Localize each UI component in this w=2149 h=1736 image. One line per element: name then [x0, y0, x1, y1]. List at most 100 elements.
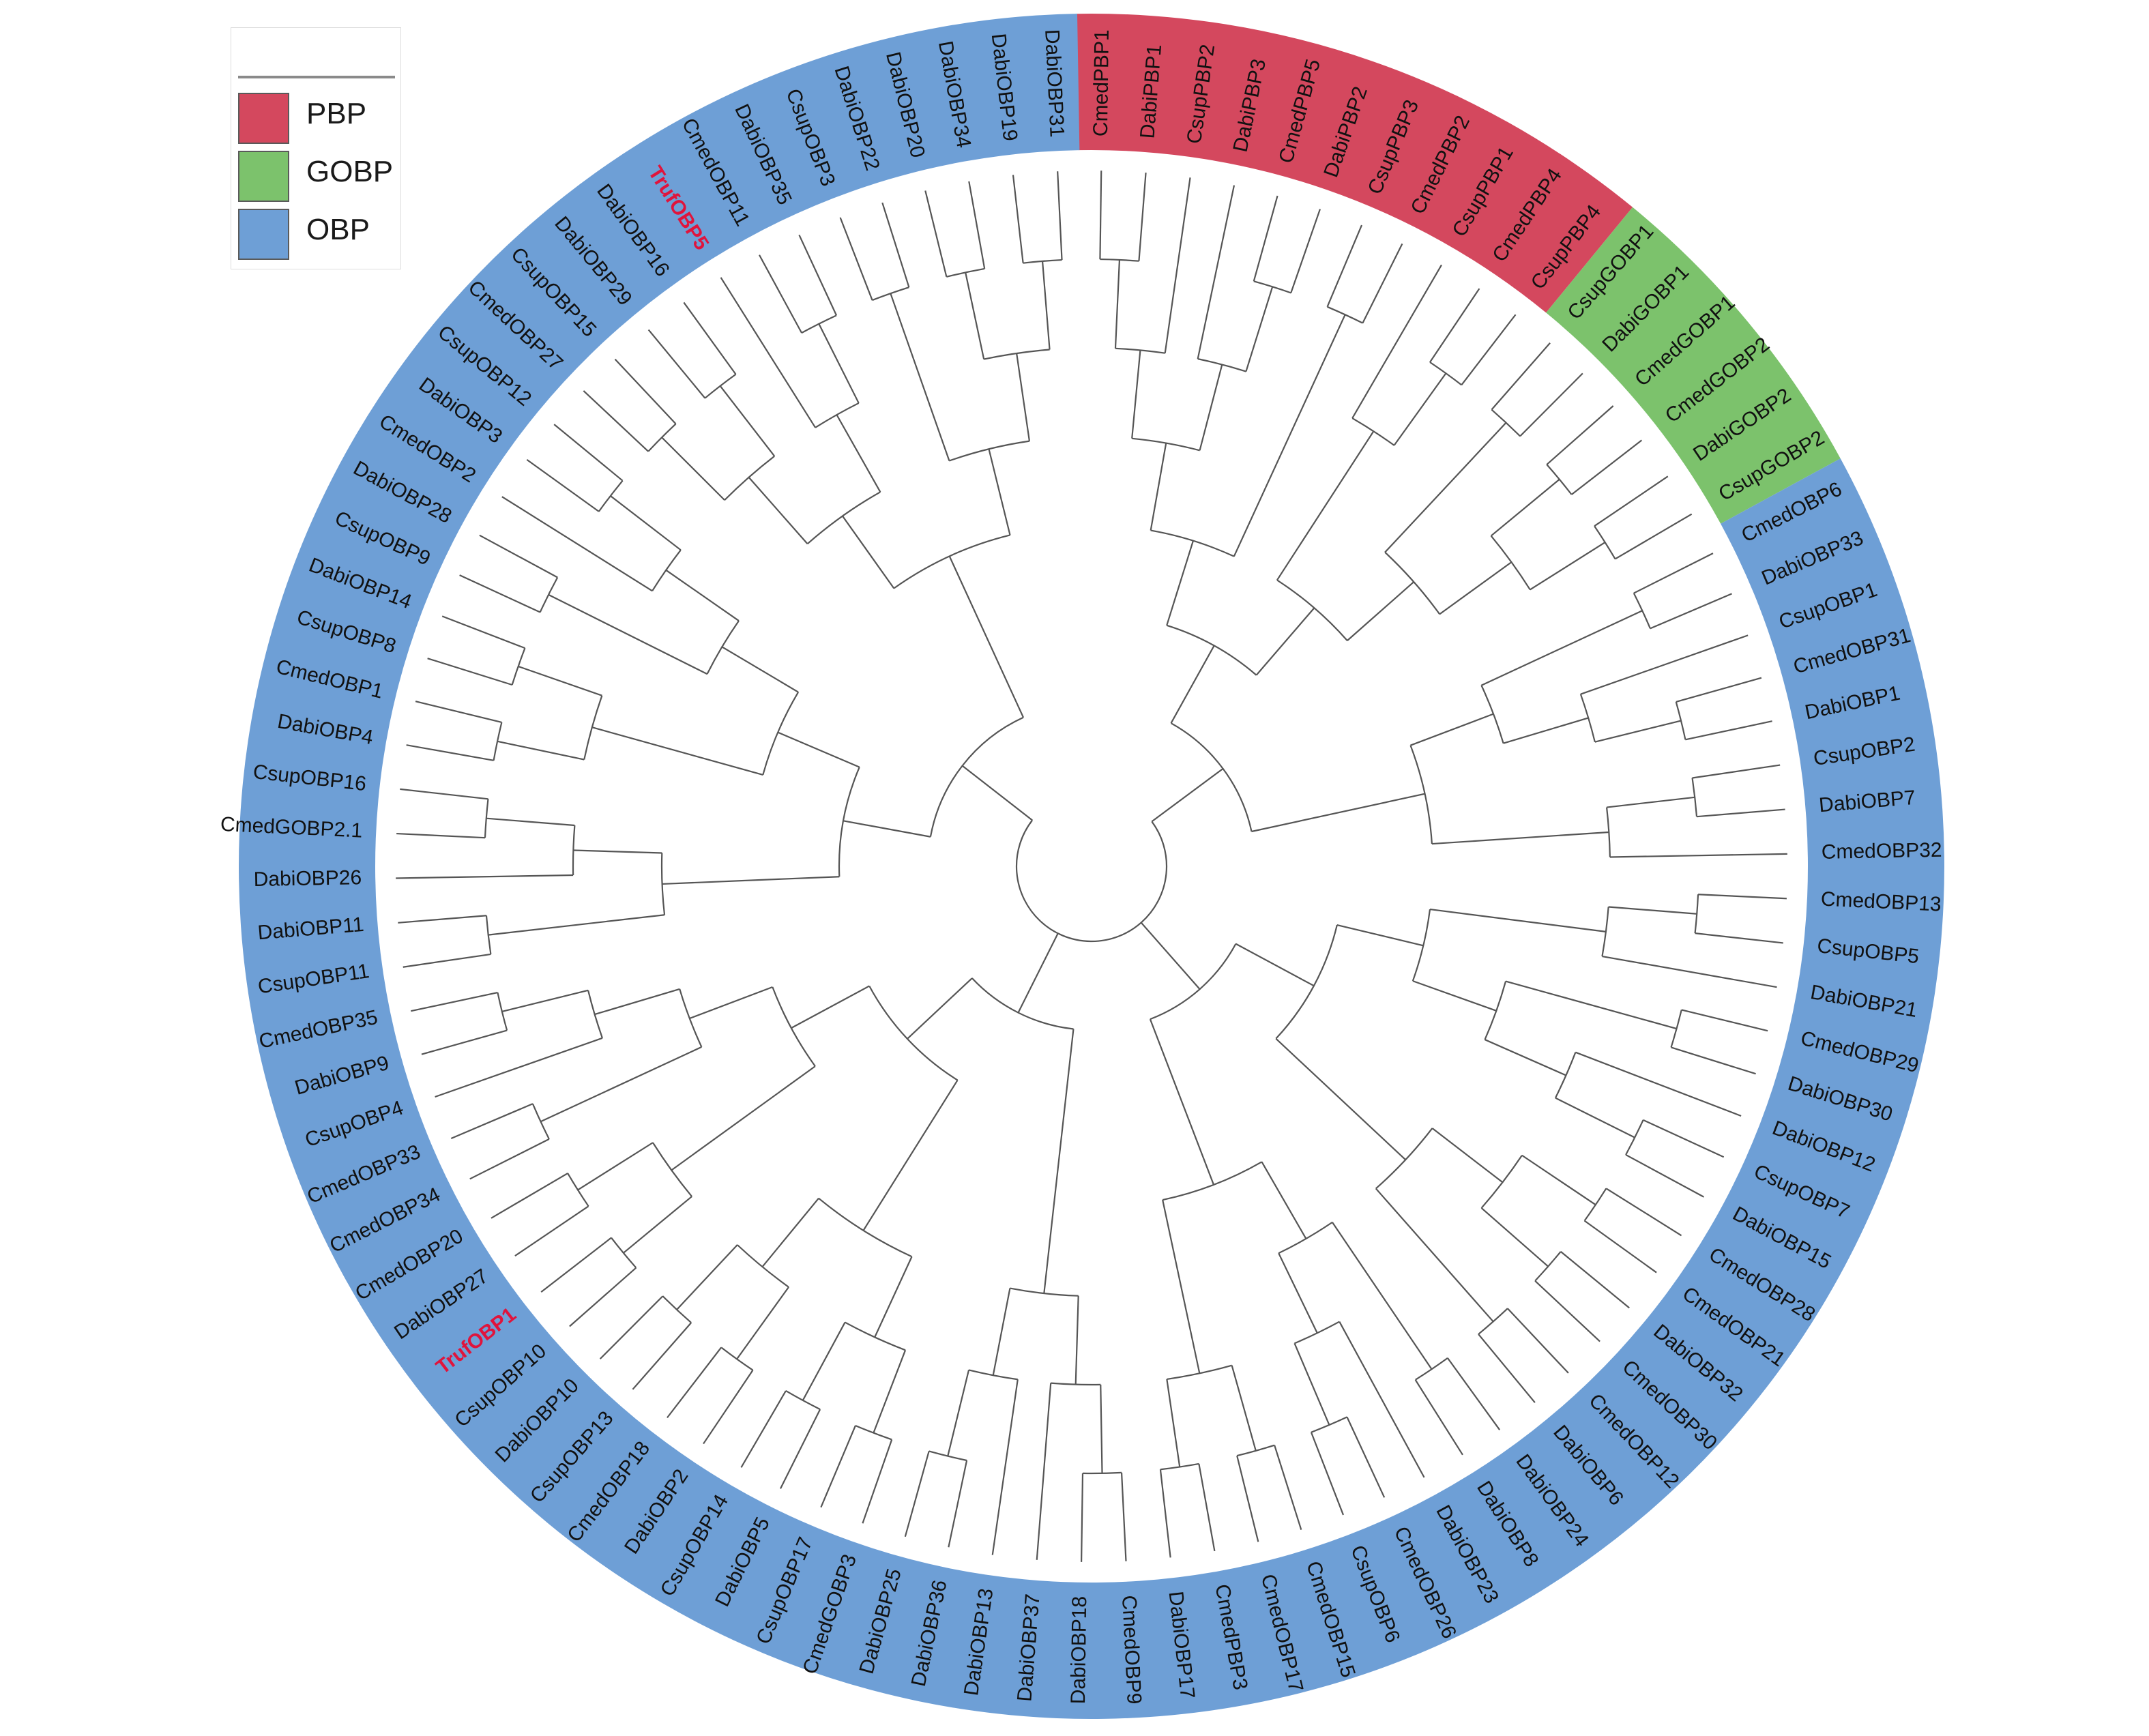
- branch: [1594, 720, 1682, 743]
- branch: [1114, 259, 1121, 349]
- branch: [843, 820, 931, 838]
- legend-divider: [238, 76, 395, 78]
- branch: [873, 1349, 907, 1434]
- branch: [798, 234, 838, 316]
- branch: [1695, 932, 1783, 944]
- branch: [791, 985, 870, 1029]
- branch-arc: [815, 402, 860, 428]
- branch: [573, 849, 662, 854]
- branch: [1236, 1455, 1259, 1542]
- branch-arc: [818, 1197, 913, 1258]
- branch-arc: [772, 986, 816, 1067]
- legend-swatch-pbp: [238, 93, 289, 144]
- branch: [1235, 943, 1315, 987]
- branch: [948, 555, 1025, 718]
- branch: [594, 988, 680, 1016]
- branch: [1041, 261, 1051, 350]
- branch: [632, 1322, 692, 1390]
- branch: [1580, 634, 1749, 695]
- leaf-label: CmedOBP13: [1820, 888, 1942, 916]
- branch: [518, 665, 602, 696]
- branch: [1057, 171, 1063, 261]
- branch: [1199, 364, 1223, 451]
- branch: [1261, 1161, 1307, 1239]
- branch: [820, 1425, 856, 1508]
- leaf-label: DabiOBP18: [1067, 1596, 1091, 1705]
- branch: [614, 358, 677, 425]
- branch: [623, 1196, 692, 1254]
- branch: [398, 915, 487, 924]
- branch: [450, 1103, 533, 1139]
- branch: [1575, 1051, 1742, 1117]
- branch: [948, 1460, 968, 1548]
- branch: [1530, 542, 1606, 591]
- branch-arc: [1327, 306, 1363, 324]
- branch-arc: [1409, 745, 1433, 844]
- branch: [411, 992, 498, 1012]
- branch: [1478, 1334, 1536, 1403]
- branch: [1100, 1384, 1103, 1473]
- branch-arc: [1375, 1128, 1433, 1190]
- branch: [1602, 955, 1777, 988]
- branch: [647, 329, 706, 399]
- branch: [839, 217, 873, 301]
- branch: [396, 832, 486, 839]
- branch: [427, 658, 513, 686]
- branch: [1393, 372, 1447, 446]
- branch: [1164, 177, 1191, 353]
- branch: [1166, 540, 1195, 626]
- sector-pbp: [1076, 14, 1633, 313]
- branch: [1233, 314, 1346, 557]
- branch-arc: [968, 1369, 1018, 1381]
- branch: [890, 293, 950, 461]
- branch: [1546, 405, 1614, 465]
- branch: [842, 515, 895, 589]
- branch: [459, 574, 541, 613]
- branch: [1555, 1097, 1635, 1138]
- branch: [988, 448, 1011, 535]
- branch: [676, 1244, 738, 1310]
- branch: [1278, 1252, 1318, 1334]
- branch: [1166, 1379, 1181, 1467]
- branch: [1138, 173, 1147, 261]
- branch: [1012, 175, 1024, 263]
- branch: [1245, 286, 1274, 372]
- branch: [947, 1370, 970, 1456]
- legend-item-obp: OBP: [238, 209, 402, 260]
- branch: [1583, 1220, 1657, 1274]
- branch: [1605, 1188, 1682, 1237]
- branch: [720, 277, 817, 428]
- leaf-label: CmedPBP1: [1090, 29, 1113, 136]
- branch: [1351, 264, 1442, 419]
- group-sectors: [238, 14, 1944, 1719]
- branch: [1043, 1029, 1074, 1294]
- branch: [1274, 1445, 1302, 1530]
- branch: [469, 1138, 550, 1180]
- branch: [721, 646, 799, 693]
- branch: [862, 1079, 959, 1231]
- branch: [1696, 808, 1785, 818]
- branch: [1692, 764, 1781, 779]
- branch: [1074, 1295, 1079, 1385]
- branch: [1375, 1188, 1494, 1323]
- branch: [1521, 1154, 1596, 1206]
- branch: [1676, 677, 1762, 703]
- branch-arc: [1415, 1357, 1448, 1381]
- branch-arc: [1429, 362, 1462, 386]
- branch: [1412, 980, 1497, 1012]
- branch: [992, 1288, 1011, 1376]
- branch: [1643, 1119, 1725, 1158]
- branch-arc: [1051, 1382, 1101, 1386]
- branch: [1326, 224, 1363, 308]
- branch: [553, 424, 624, 482]
- branch: [1346, 1416, 1386, 1498]
- branch: [1347, 581, 1415, 641]
- branch: [1036, 1383, 1052, 1560]
- branch: [761, 1198, 819, 1267]
- branch: [1410, 713, 1494, 746]
- branch: [1519, 372, 1583, 437]
- branch: [907, 977, 973, 1040]
- branch: [1251, 793, 1425, 833]
- branch-arc: [1534, 1251, 1562, 1282]
- branch: [862, 1439, 893, 1524]
